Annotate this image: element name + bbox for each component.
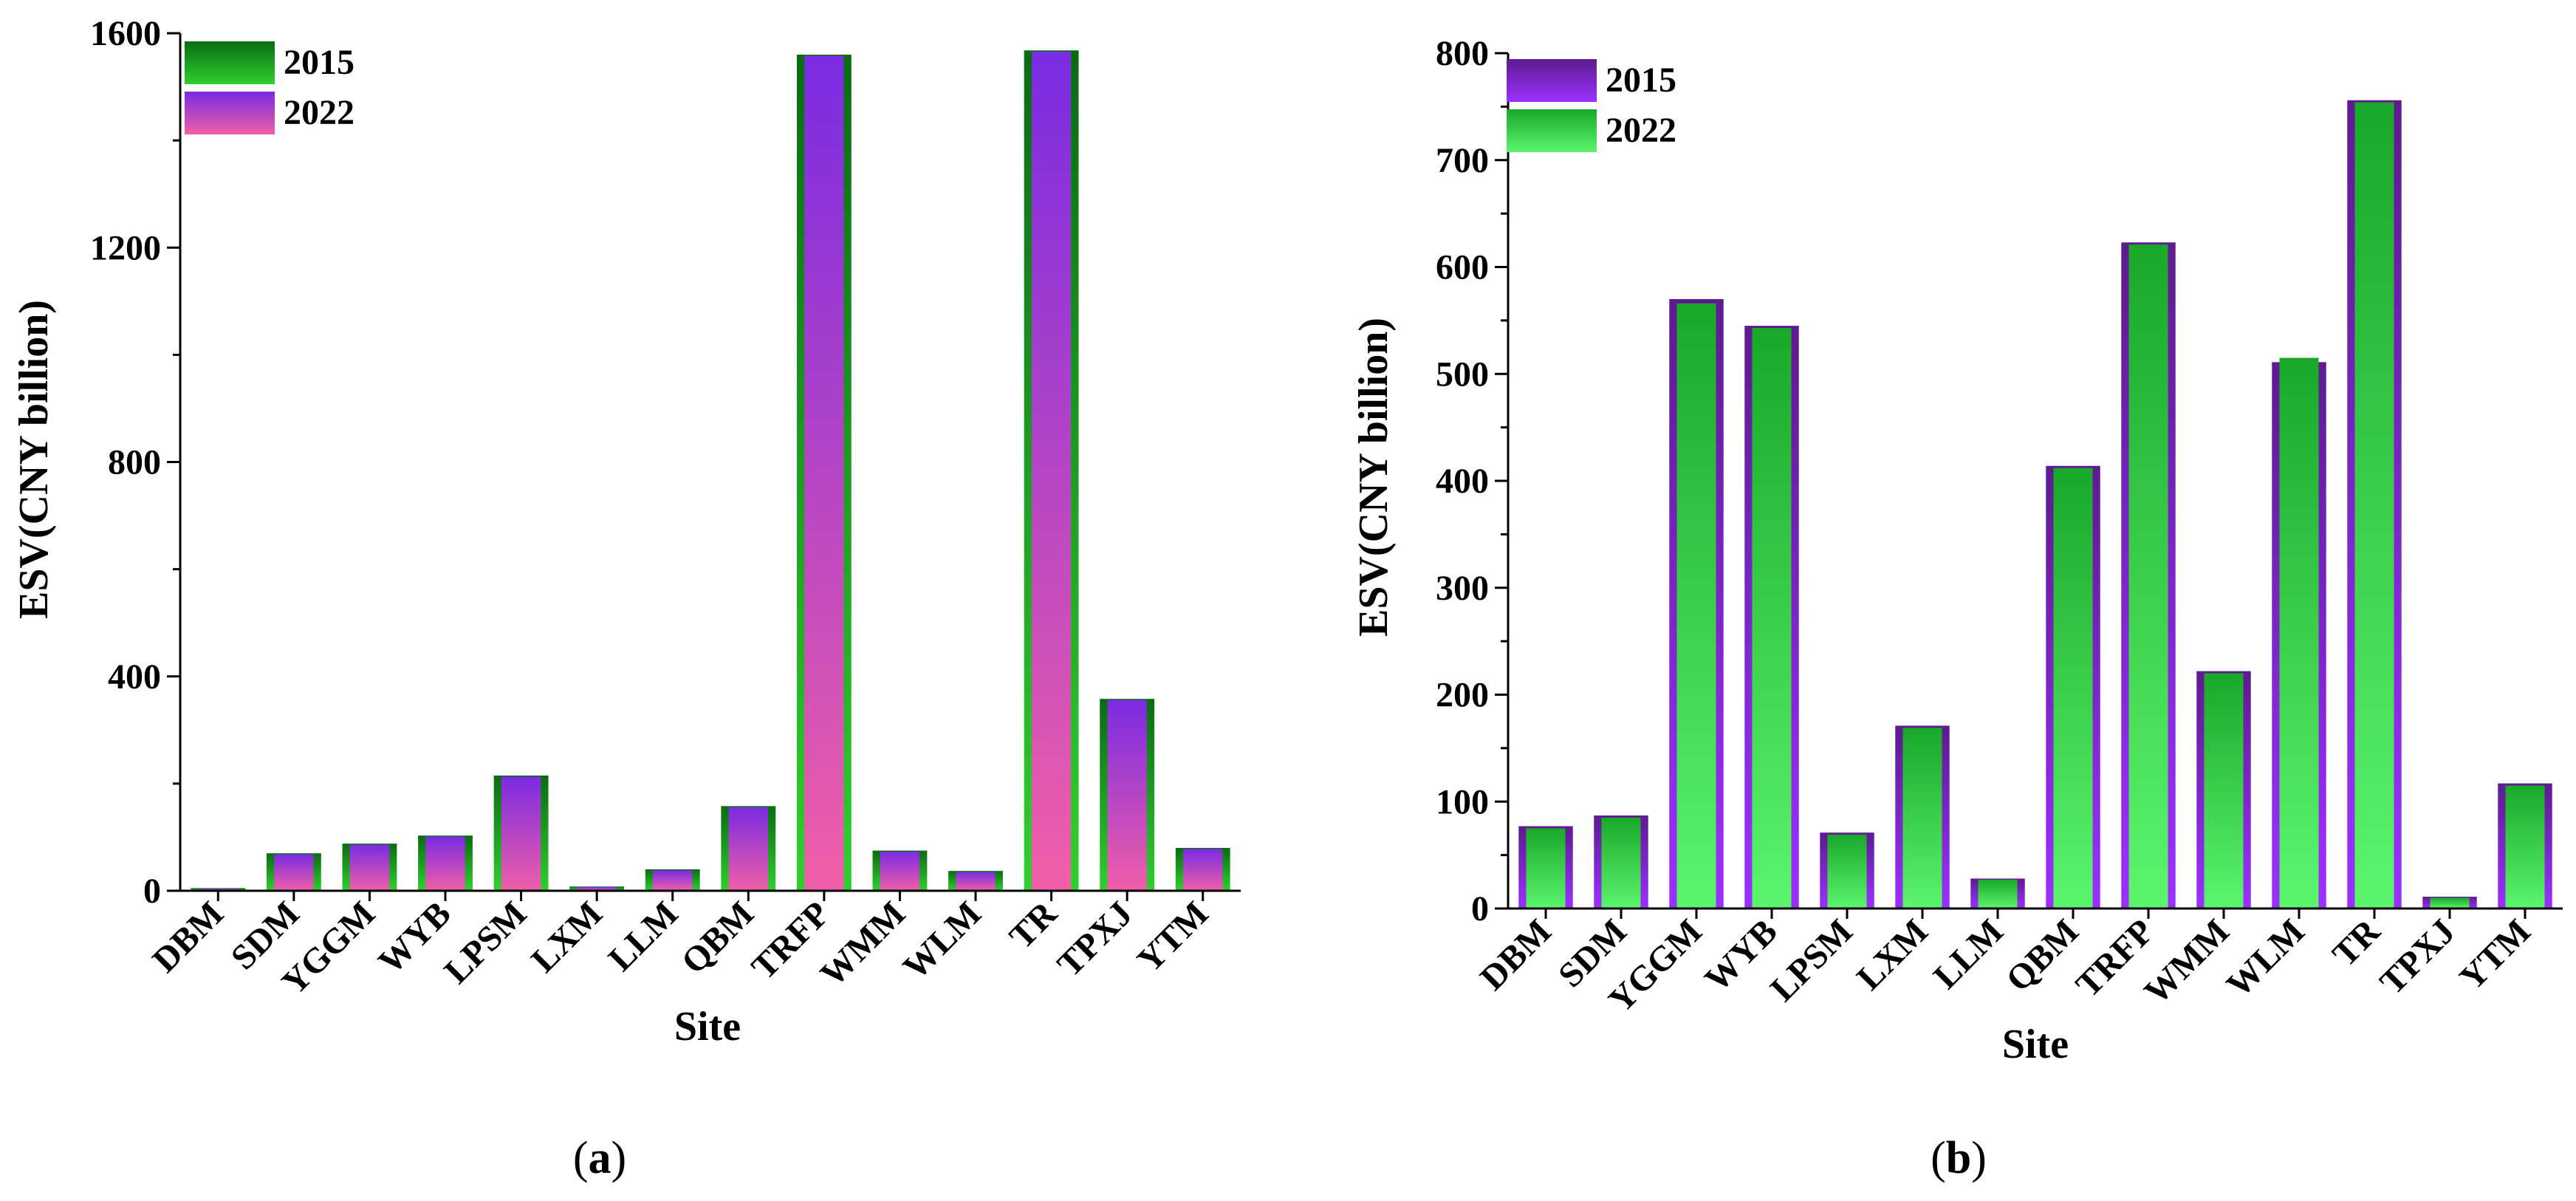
bar-2022-DBM [1526, 828, 1566, 909]
y-tick-label: 400 [108, 657, 161, 697]
bar-2022-YTM [1183, 849, 1223, 891]
x-tick-label: WMM [813, 894, 913, 993]
legend-label-2022: 2022 [284, 93, 354, 132]
x-tick-label: LPSM [1763, 911, 1860, 1009]
bar-2022-LLM [653, 870, 693, 891]
bar-2022-YGGM [1676, 303, 1716, 909]
bar-2022-TPXJ [2430, 897, 2470, 909]
x-tick-label: LLM [601, 894, 686, 979]
y-tick-label: 1600 [90, 14, 161, 53]
y-tick-label: 100 [1436, 782, 1489, 821]
bar-2022-WYB [425, 836, 465, 891]
bar-2022-TRFP [2128, 244, 2168, 909]
legend-swatch-2015 [1507, 59, 1597, 102]
x-tick-label: QBM [1998, 911, 2086, 999]
bar-2022-LXM [577, 886, 617, 891]
bar-2022-TR [1031, 51, 1072, 891]
x-tick-label: TPXJ [1050, 894, 1140, 984]
panel-label-a: (a) [573, 1133, 626, 1183]
x-tick-label: TR [1002, 893, 1066, 957]
x-tick-label: YTM [1130, 894, 1216, 980]
x-tick-label: LXM [524, 894, 610, 980]
x-tick-label: LXM [1849, 911, 1936, 998]
x-tick-label: LPSM [437, 894, 535, 991]
y-tick-label: 500 [1436, 355, 1489, 394]
bar-2022-LXM [1902, 728, 1942, 909]
bar-2022-YGGM [349, 844, 390, 891]
legend-label-2022: 2022 [1606, 111, 1676, 150]
y-tick-label: 300 [1436, 569, 1489, 608]
y-axis-title-a: ESV(CNY billion) [11, 300, 57, 619]
x-tick-label: WLM [2219, 911, 2312, 1005]
legend-swatch-2022 [1507, 109, 1597, 152]
y-tick-label: 1200 [90, 228, 161, 267]
legend-label-2015: 2015 [1606, 61, 1676, 100]
bar-2022-QBM [728, 807, 768, 891]
x-axis-title-a: Site [674, 1004, 741, 1050]
bar-2022-WLM [2279, 357, 2319, 909]
bar-2022-SDM [274, 854, 314, 891]
x-tick-label: WLM [896, 894, 989, 987]
panel-label-b: (b) [1931, 1133, 1987, 1183]
bar-2022-TPXJ [1107, 699, 1147, 891]
y-tick-label: 0 [1471, 889, 1489, 928]
legend-label-2015: 2015 [284, 43, 354, 82]
legend-swatch-2022 [185, 92, 275, 134]
x-axis-title-b: Site [2002, 1022, 2069, 1067]
bar-2022-TR [2354, 102, 2394, 909]
bar-2022-WLM [956, 872, 996, 891]
bar-2022-QBM [2053, 468, 2093, 909]
bar-2022-LLM [1978, 879, 2018, 909]
y-tick-label: 200 [1436, 676, 1489, 715]
x-tick-label: TR [2325, 911, 2388, 974]
x-tick-label: TPXJ [2372, 911, 2462, 1002]
y-tick-label: 600 [1436, 248, 1489, 287]
bar-2022-LPSM [1827, 835, 1867, 909]
y-tick-label: 800 [1436, 34, 1489, 73]
bar-2022-WYB [1752, 328, 1792, 909]
y-tick-label: 700 [1436, 141, 1489, 180]
x-tick-label: WMM [2137, 911, 2236, 1011]
bar-2022-WMM [2204, 673, 2244, 909]
y-tick-label: 400 [1436, 462, 1489, 501]
bar-2022-LPSM [501, 776, 541, 891]
bar-2022-SDM [1601, 817, 1641, 909]
y-tick-label: 800 [108, 443, 161, 482]
x-tick-label: LLM [1926, 911, 2011, 996]
bar-2022-YTM [2505, 785, 2545, 909]
x-tick-label: QBM [674, 894, 762, 982]
bar-2022-WMM [880, 852, 920, 891]
x-tick-label: YTM [2452, 911, 2538, 998]
bar-2022-TRFP [804, 55, 844, 892]
legend-swatch-2015 [185, 41, 275, 84]
y-axis-title-b: ESV(CNY billion) [1351, 318, 1397, 637]
y-tick-label: 0 [143, 872, 161, 911]
